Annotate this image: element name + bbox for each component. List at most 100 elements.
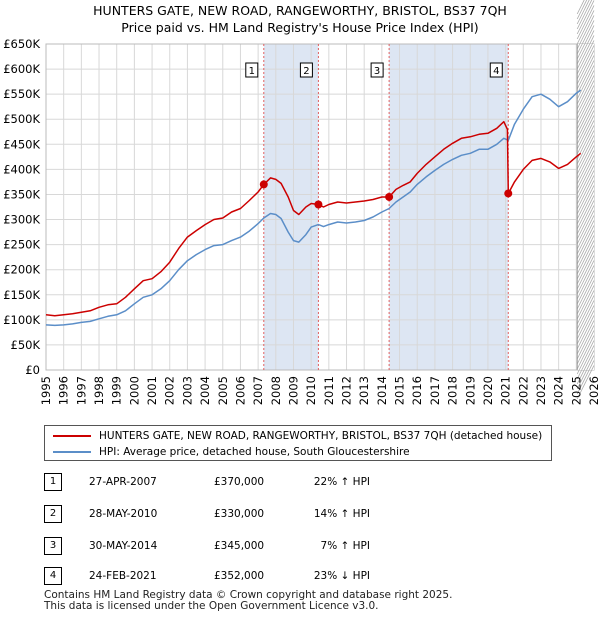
x-tick-labels: 1995 1996 1997 1998 1999 2000 2001 2002 2003 2004… [39, 376, 600, 405]
x-tick-label: 1999 [110, 376, 124, 405]
future-hatch-line [576, 290, 595, 325]
x-tick-label: 2004 [198, 376, 212, 405]
x-tick-label: 2010 [304, 376, 318, 405]
shaded-period [389, 44, 509, 370]
y-tick-label: £50K [11, 338, 41, 352]
future-hatch-line [576, 295, 595, 330]
future-hatch-line [576, 40, 595, 75]
future-hatch-line [576, 95, 595, 130]
future-hatch [576, 0, 595, 400]
future-hatch-line [576, 0, 593, 30]
title-line-1: HUNTERS GATE, NEW ROAD, RANGEWORTHY, BRI… [93, 3, 507, 18]
sale-point [385, 192, 394, 201]
future-hatch-line [576, 0, 588, 20]
transaction-number: 2 [44, 505, 62, 523]
future-hatch-line [576, 170, 595, 205]
future-hatch-line [576, 140, 595, 175]
future-hatch-line [576, 315, 595, 350]
transaction-hpi-diff: 22% ↑ HPI [313, 476, 370, 488]
future-hatch-line [576, 225, 595, 260]
transaction-date: 27-APR-2007 [89, 476, 157, 488]
transaction-number: 3 [44, 537, 62, 555]
x-tick-label: 2024 [552, 376, 566, 405]
future-hatch-line [576, 185, 595, 220]
footer-line-2: This data is licensed under the Open Gov… [44, 600, 379, 612]
x-tick-label: 2017 [428, 376, 442, 405]
future-hatch-line [576, 175, 595, 210]
future-hatch-line [576, 50, 595, 85]
future-hatch-line [576, 165, 595, 200]
x-tick-label: 2021 [499, 376, 513, 405]
y-tick-label: £600K [3, 62, 40, 76]
future-hatch-line [576, 0, 590, 25]
x-tick-label: 2015 [393, 376, 407, 405]
transaction-hpi-diff: 23% ↓ HPI [313, 570, 370, 582]
future-hatch-line [576, 240, 595, 275]
future-hatch-line [576, 5, 595, 40]
future-hatch-line [576, 85, 595, 120]
sale-point [314, 200, 323, 209]
future-hatch-line [576, 120, 595, 155]
future-hatch-line [576, 135, 595, 170]
sale-point [504, 189, 513, 198]
y-tick-labels: £0 £50K £100K £150K £200K £250K £300K £350K £400… [3, 37, 40, 377]
sale-label-box [299, 62, 313, 78]
future-hatch-line [576, 0, 595, 35]
future-hatch-line [576, 45, 595, 80]
grid-lines [45, 43, 595, 371]
future-hatch-line [576, 115, 595, 150]
future-hatch-line [576, 90, 595, 125]
future-hatch-line [576, 60, 595, 95]
future-hatch-line [576, 80, 595, 115]
future-hatch-line [576, 270, 595, 305]
sale-point [259, 180, 268, 189]
x-tick-label: 2001 [145, 376, 159, 405]
y-tick-label: £200K [3, 263, 40, 277]
x-tick-label: 2013 [357, 376, 371, 405]
future-hatch-line [576, 230, 595, 265]
future-hatch-line [576, 65, 595, 100]
future-hatch-line [576, 70, 595, 105]
x-tick-label: 2014 [375, 376, 389, 405]
future-hatch-line [576, 260, 595, 295]
sale-label-number: 3 [374, 66, 380, 77]
x-tick-label: 2020 [481, 376, 495, 405]
footer-line-1: Contains HM Land Registry data © Crown c… [44, 589, 453, 601]
transaction-date: 28-MAY-2010 [89, 508, 158, 520]
future-hatch-line [576, 250, 595, 285]
y-tick-label: £500K [3, 112, 40, 126]
transaction-hpi-diff: 7% ↑ HPI [320, 540, 370, 552]
future-hatch-line [576, 195, 595, 230]
transaction-price: £370,000 [214, 476, 265, 488]
y-tick-label: £150K [3, 288, 40, 302]
shaded-period [263, 44, 319, 370]
title-line-2: Price paid vs. HM Land Registry's House … [121, 20, 479, 35]
sale-label-number: 1 [249, 66, 255, 77]
transaction-row: 2 28-MAY-2010 £330,000 14% ↑ HPI [44, 505, 564, 523]
future-hatch-line [576, 130, 595, 165]
y-tick-label: £350K [3, 187, 40, 201]
future-hatch-line [576, 345, 595, 380]
x-tick-label: 2002 [163, 376, 177, 405]
future-hatch-line [576, 340, 595, 375]
future-hatch-line [576, 55, 595, 90]
legend-label-property: HUNTERS GATE, NEW ROAD, RANGEWORTHY, BRI… [99, 430, 543, 442]
future-hatch-line [576, 365, 595, 400]
x-tick-label: 2003 [180, 376, 194, 405]
transaction-price: £352,000 [214, 570, 265, 582]
x-tick-label: 1997 [74, 376, 88, 405]
future-hatch-line [576, 15, 595, 50]
future-hatch-line [576, 215, 595, 250]
future-hatch-line [576, 105, 595, 140]
future-hatch-line [576, 30, 595, 65]
future-hatch-line [576, 320, 595, 355]
future-hatch-line [576, 350, 595, 385]
legend-label-hpi: HPI: Average price, detached house, Sout… [99, 446, 410, 458]
future-hatch-line [576, 275, 595, 310]
x-tick-label: 2012 [340, 376, 354, 405]
future-hatch-line [576, 300, 595, 335]
x-tick-label: 2011 [322, 376, 336, 405]
transaction-price: £345,000 [214, 540, 265, 552]
sale-labels: 1 2 3 4 [245, 62, 503, 78]
transaction-number: 1 [44, 473, 62, 491]
